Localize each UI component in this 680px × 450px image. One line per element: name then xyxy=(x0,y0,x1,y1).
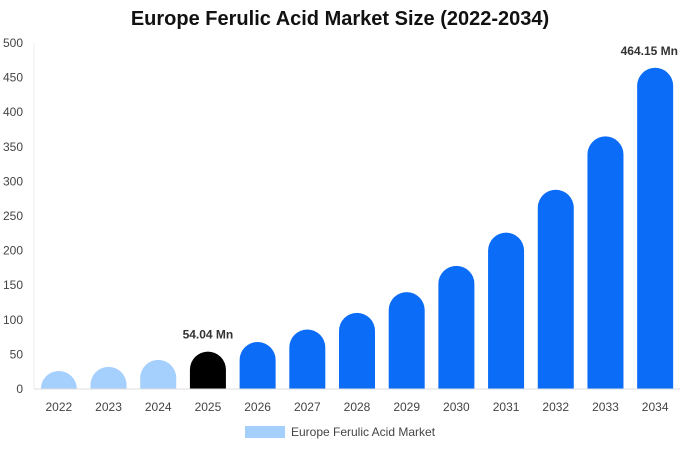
y-tick-label: 500 xyxy=(3,36,23,50)
x-tick-label: 2030 xyxy=(443,400,470,414)
x-tick-label: 2029 xyxy=(393,400,420,414)
bars xyxy=(40,67,674,389)
x-axis: 2022 2023 2024 2025 2026 2027 2028 2029 2030 2031… xyxy=(34,388,680,414)
y-tick-label: 100 xyxy=(3,313,23,327)
bar-2028 xyxy=(339,312,375,389)
y-axis: 0 50 100 150 200 250 300 350 400 450 500 xyxy=(3,36,35,396)
y-tick-label: 200 xyxy=(3,244,23,258)
bar-2031 xyxy=(488,232,525,389)
y-tick-label: 250 xyxy=(3,209,23,223)
y-tick-label: 0 xyxy=(16,382,23,396)
x-tick-label: 2034 xyxy=(642,400,669,414)
bar-2025 xyxy=(189,351,226,389)
x-tick-label: 2033 xyxy=(592,400,619,414)
x-tick-label: 2023 xyxy=(95,400,122,414)
x-tick-label: 2031 xyxy=(493,400,520,414)
legend-swatch xyxy=(244,426,285,438)
y-tick-label: 50 xyxy=(10,347,24,361)
x-tick-label: 2027 xyxy=(294,400,321,414)
x-tick-label: 2028 xyxy=(344,400,371,414)
bar-2026 xyxy=(239,341,276,389)
x-tick-label: 2032 xyxy=(542,400,569,414)
y-tick-label: 400 xyxy=(3,105,23,119)
data-label-2025: 54.04 Mn xyxy=(183,328,234,342)
legend: Europe Ferulic Acid Market xyxy=(0,425,680,439)
y-tick-label: 350 xyxy=(3,140,23,154)
data-label-2034: 464.15 Mn xyxy=(621,44,678,58)
bar-2030 xyxy=(438,265,475,389)
chart-title: Europe Ferulic Acid Market Size (2022-20… xyxy=(130,8,550,30)
y-tick-label: 150 xyxy=(3,278,23,292)
x-tick-label: 2022 xyxy=(45,400,72,414)
x-tick-label: 2024 xyxy=(145,400,172,414)
bar-2027 xyxy=(289,329,326,389)
y-tick-label: 300 xyxy=(3,174,23,188)
bar-2032 xyxy=(537,189,574,389)
x-tick-label: 2026 xyxy=(244,400,271,414)
y-tick-label: 450 xyxy=(3,71,23,85)
data-labels: 54.04 Mn 464.15 Mn xyxy=(183,44,678,342)
legend-label: Europe Ferulic Acid Market xyxy=(290,425,436,439)
bar-2033 xyxy=(587,136,624,389)
bar-2022 xyxy=(40,371,77,389)
bar-2034 xyxy=(637,67,674,389)
bar-2024 xyxy=(140,359,177,389)
x-tick-label: 2025 xyxy=(195,400,222,414)
bar-2029 xyxy=(388,292,425,389)
bar-2023 xyxy=(90,366,127,389)
